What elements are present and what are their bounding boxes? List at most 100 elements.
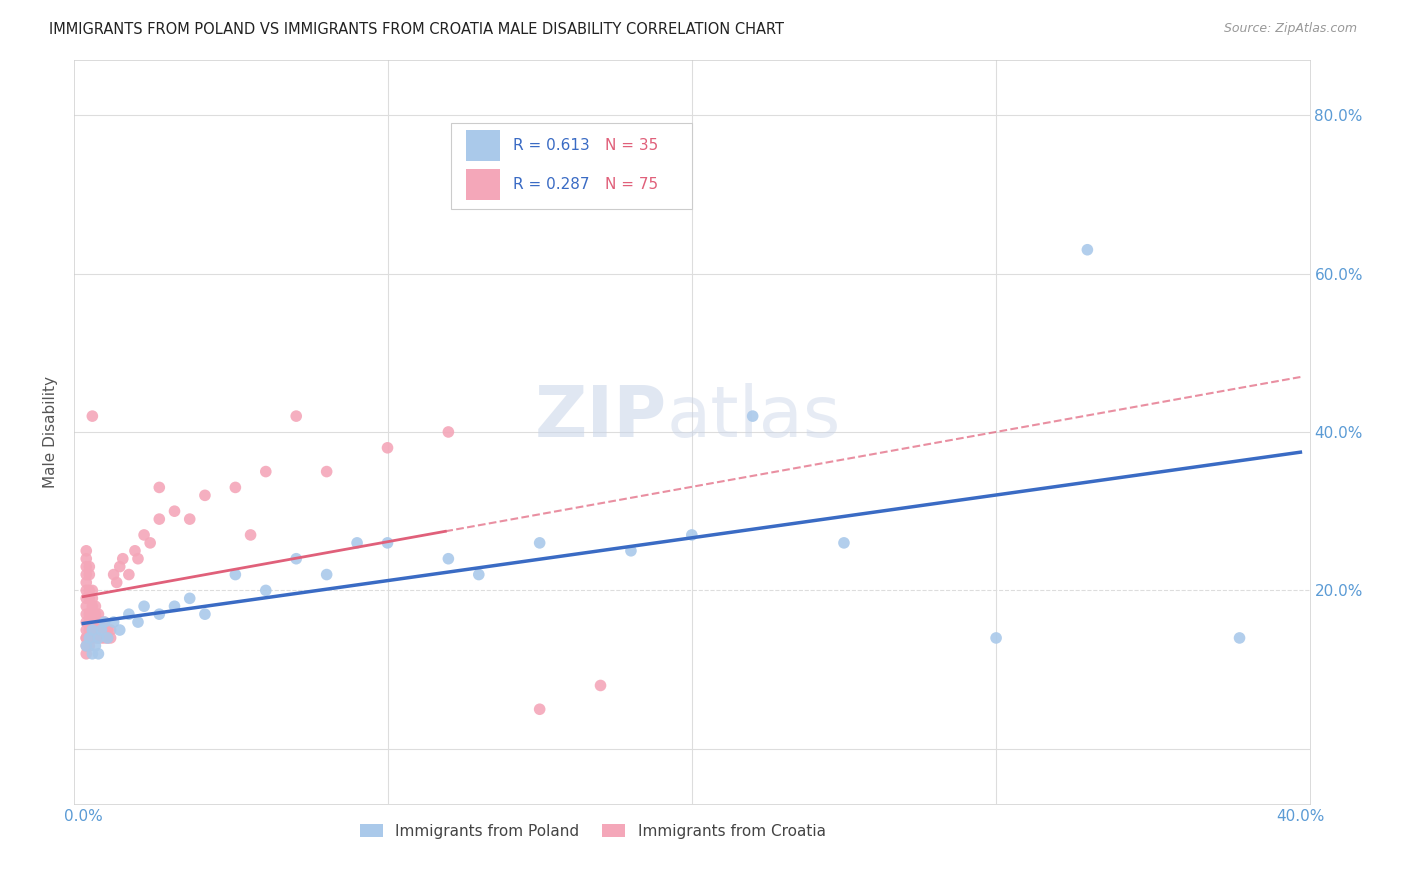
Point xyxy=(97,631,120,645)
Point xyxy=(163,599,186,614)
Point xyxy=(832,536,855,550)
Text: Source: ZipAtlas.com: Source: ZipAtlas.com xyxy=(1223,22,1357,36)
Point xyxy=(163,504,186,518)
Point xyxy=(79,567,101,582)
Point xyxy=(127,615,149,629)
Point xyxy=(111,551,134,566)
Point xyxy=(437,425,460,439)
Point xyxy=(75,607,97,622)
Point xyxy=(224,567,246,582)
Point xyxy=(79,559,101,574)
Point xyxy=(529,702,551,716)
Point xyxy=(84,607,107,622)
Point xyxy=(90,623,112,637)
Point xyxy=(82,583,104,598)
Point xyxy=(87,607,110,622)
Point xyxy=(75,567,97,582)
FancyBboxPatch shape xyxy=(465,169,501,200)
Point xyxy=(97,623,120,637)
Point xyxy=(75,631,97,645)
Point xyxy=(82,599,104,614)
Point xyxy=(315,465,337,479)
Point xyxy=(1076,243,1098,257)
Point xyxy=(75,639,97,653)
Point xyxy=(254,465,277,479)
Point xyxy=(118,567,141,582)
Point xyxy=(741,409,763,423)
Point xyxy=(108,623,131,637)
Point xyxy=(377,441,399,455)
Point xyxy=(529,536,551,550)
Point xyxy=(100,631,122,645)
Point xyxy=(285,409,308,423)
Point xyxy=(79,615,101,629)
Legend: Immigrants from Poland, Immigrants from Croatia: Immigrants from Poland, Immigrants from … xyxy=(354,818,832,845)
Point xyxy=(87,623,110,637)
Point xyxy=(84,599,107,614)
Point xyxy=(620,543,643,558)
Point xyxy=(79,631,101,645)
Point xyxy=(148,512,170,526)
Point xyxy=(87,647,110,661)
Text: R = 0.613: R = 0.613 xyxy=(513,138,589,153)
Point xyxy=(82,591,104,606)
Text: R = 0.287: R = 0.287 xyxy=(513,177,589,192)
Point xyxy=(75,631,97,645)
Point xyxy=(681,528,703,542)
Point xyxy=(239,528,262,542)
Point xyxy=(79,591,101,606)
Point xyxy=(468,567,491,582)
Point xyxy=(984,631,1007,645)
Point xyxy=(148,480,170,494)
Point xyxy=(93,631,115,645)
Point xyxy=(79,639,101,653)
Point xyxy=(437,551,460,566)
Point xyxy=(79,631,101,645)
Point xyxy=(75,615,97,629)
Point xyxy=(108,559,131,574)
Point xyxy=(90,615,112,629)
Point xyxy=(148,607,170,622)
Point xyxy=(84,615,107,629)
Point xyxy=(254,583,277,598)
Point xyxy=(124,543,146,558)
Point xyxy=(75,623,97,637)
Point xyxy=(103,567,125,582)
Point xyxy=(179,591,201,606)
Point xyxy=(346,536,368,550)
Point xyxy=(79,607,101,622)
Point xyxy=(82,615,104,629)
Point xyxy=(132,528,155,542)
Point xyxy=(75,639,97,653)
Point xyxy=(285,551,308,566)
Point xyxy=(103,615,125,629)
Point xyxy=(75,599,97,614)
Point xyxy=(75,583,97,598)
Point xyxy=(97,631,120,645)
Point xyxy=(75,543,97,558)
Point xyxy=(90,623,112,637)
Point xyxy=(82,409,104,423)
Text: IMMIGRANTS FROM POLAND VS IMMIGRANTS FROM CROATIA MALE DISABILITY CORRELATION CH: IMMIGRANTS FROM POLAND VS IMMIGRANTS FRO… xyxy=(49,22,785,37)
Point xyxy=(87,615,110,629)
Point xyxy=(93,615,115,629)
FancyBboxPatch shape xyxy=(465,130,501,161)
Point xyxy=(79,623,101,637)
Point xyxy=(75,551,97,566)
Point xyxy=(589,678,612,692)
Point xyxy=(93,623,115,637)
Point xyxy=(75,647,97,661)
FancyBboxPatch shape xyxy=(451,123,692,209)
Point xyxy=(118,607,141,622)
Point xyxy=(224,480,246,494)
Point xyxy=(84,623,107,637)
Point xyxy=(315,567,337,582)
Point xyxy=(194,488,217,502)
Point xyxy=(75,559,97,574)
Point xyxy=(139,536,162,550)
Point xyxy=(87,631,110,645)
Point xyxy=(90,631,112,645)
Point xyxy=(179,512,201,526)
Y-axis label: Male Disability: Male Disability xyxy=(44,376,58,488)
Point xyxy=(105,575,128,590)
